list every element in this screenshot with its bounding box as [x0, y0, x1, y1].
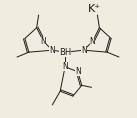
Text: N: N	[41, 37, 46, 46]
Text: K⁺: K⁺	[88, 4, 101, 14]
Text: K⁺: K⁺	[88, 4, 101, 14]
Text: N: N	[62, 62, 68, 71]
Text: BH: BH	[59, 48, 71, 57]
Text: N: N	[81, 46, 87, 55]
Text: N: N	[49, 46, 55, 55]
Text: BH: BH	[59, 48, 71, 57]
Text: N: N	[75, 67, 81, 76]
Text: N: N	[90, 37, 95, 46]
